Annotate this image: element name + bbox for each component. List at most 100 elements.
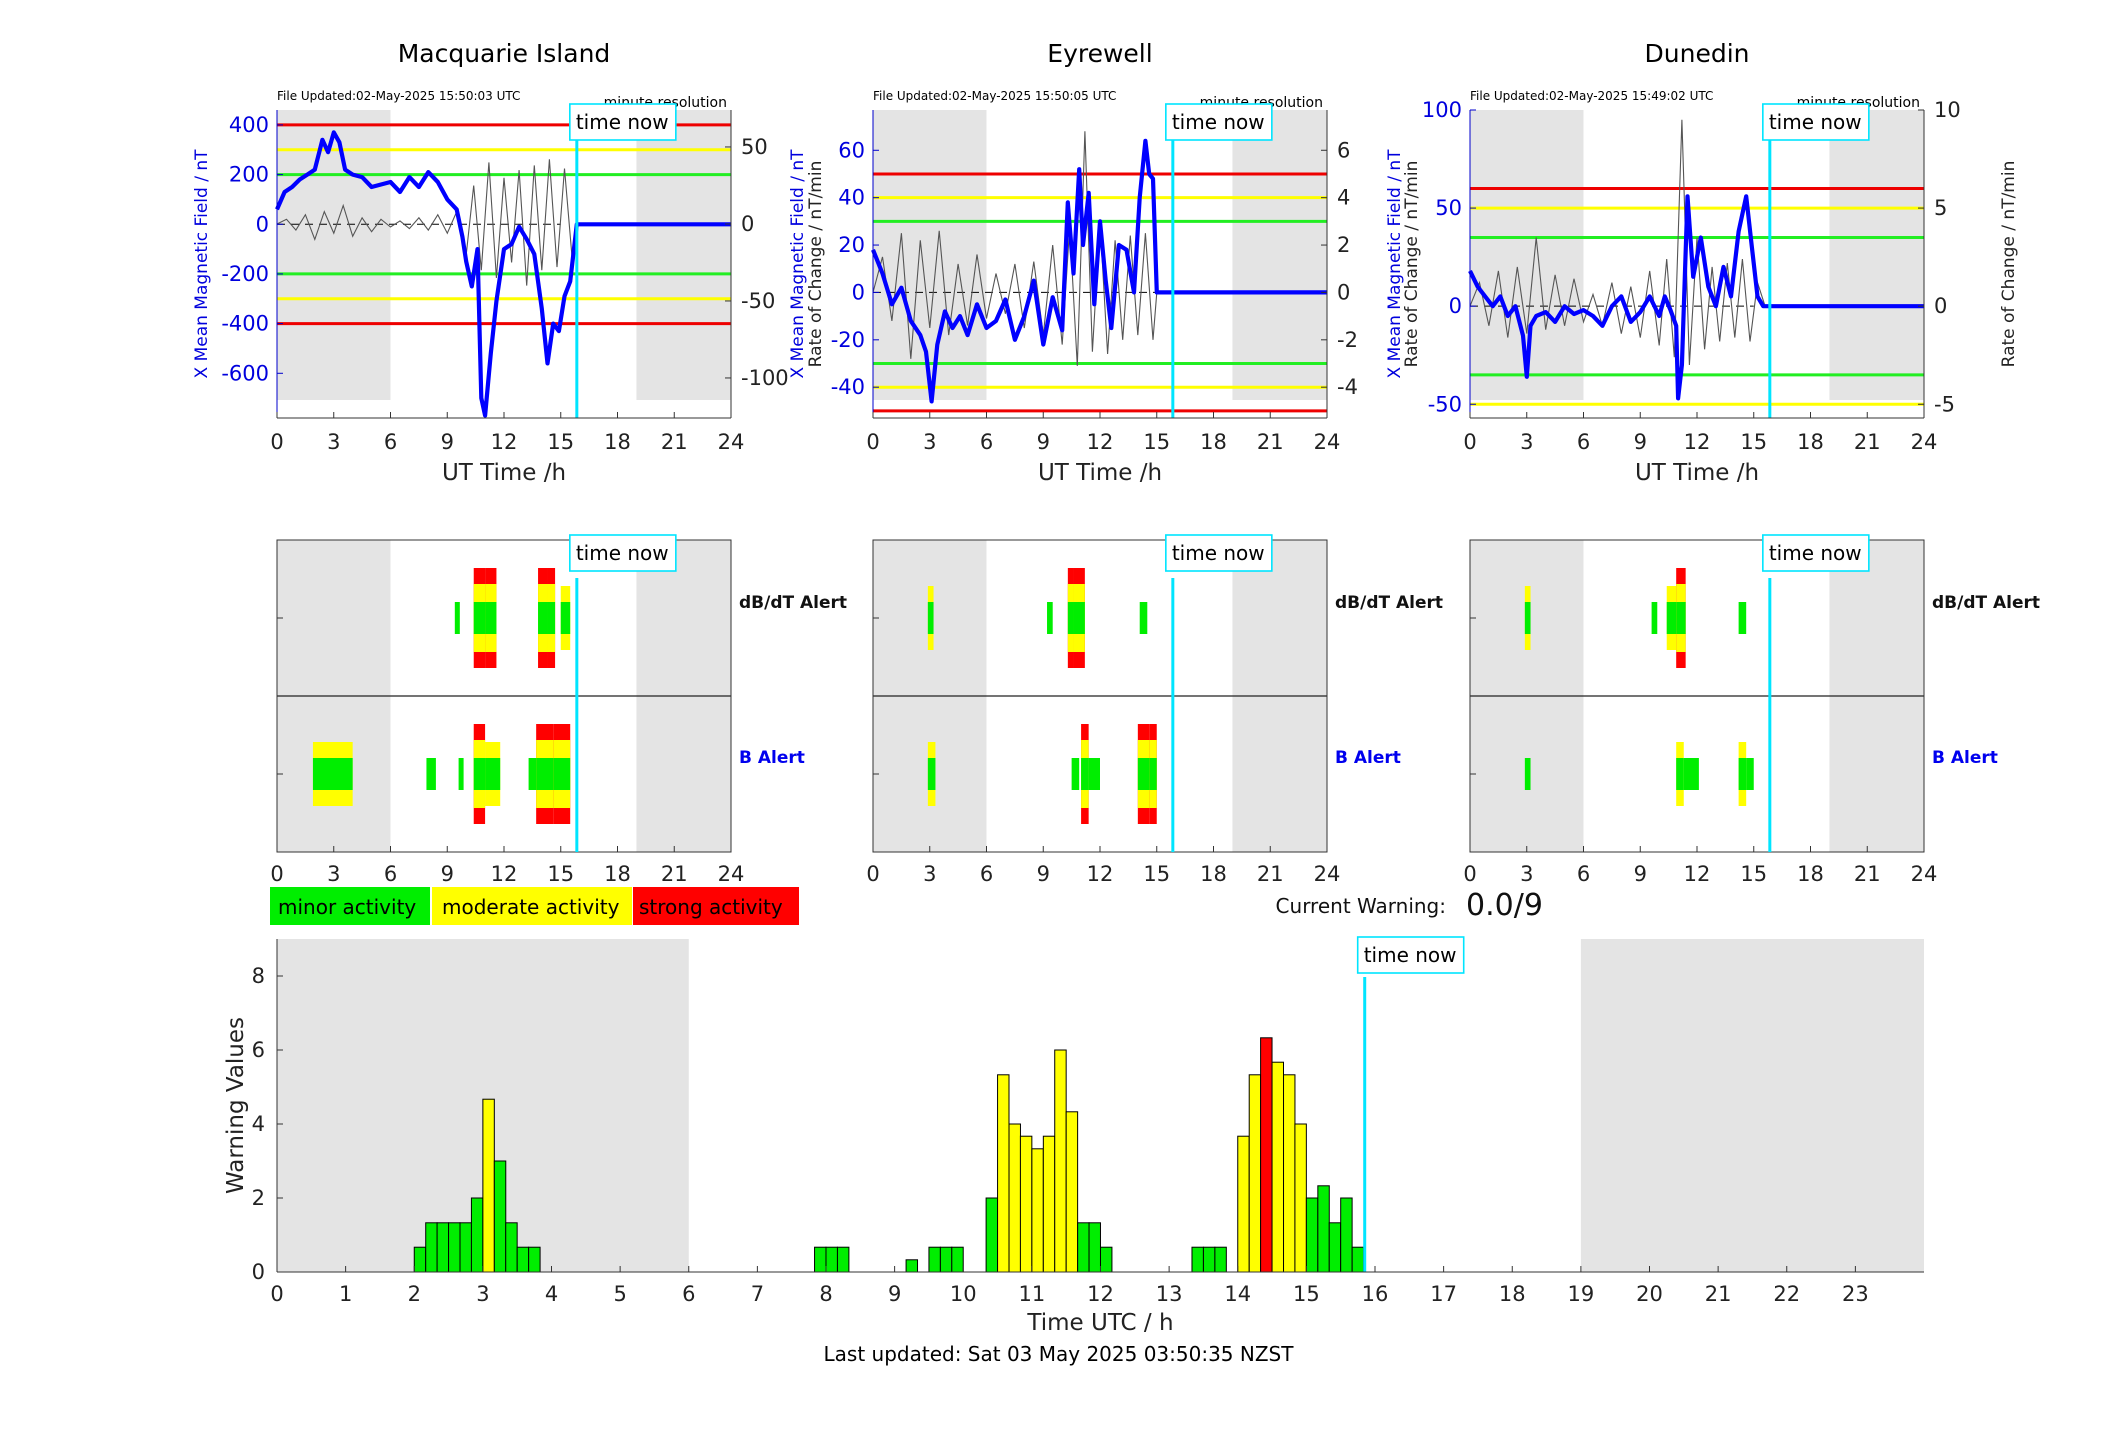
time-now-box [1165,103,1273,141]
warning-bar [1100,1246,1113,1273]
warning-bar [425,1222,438,1273]
x-tick-label: 9 [1037,430,1050,454]
file-updated: File Updated:02-May-2025 15:50:03 UTC [277,89,520,103]
dbdt-minor-block [454,602,460,634]
warning-bar [1271,1061,1284,1273]
x-tick-label: 2 [408,1282,421,1306]
b-minor-block [528,758,537,790]
y2-tick-label: -50 [741,289,775,313]
y-tick-label: 400 [229,113,269,137]
warning-bar [905,1259,919,1273]
x-tick-label: 23 [1842,1282,1869,1306]
x-tick-label: 18 [1499,1282,1526,1306]
x-tick-label: 6 [980,430,993,454]
dbdt-minor-block [1073,602,1085,634]
dbdt-minor-block [1738,602,1747,634]
x-tick-label: 0 [866,430,879,454]
y-tick-label: -200 [221,262,269,286]
dbdt-minor-block [485,602,497,634]
time-now-box [569,534,677,572]
x-tick-label: 24 [1314,430,1341,454]
dbdt-minor-block [473,602,486,634]
y-tick-label: 8 [252,964,265,988]
dbdt-minor-block [1067,602,1074,634]
x-tick-label: 14 [1224,1282,1251,1306]
legend-moderate-label: moderate activity [442,895,620,919]
time-now-label: time now [1769,541,1862,565]
night-shade [1232,110,1327,400]
y2-tick-label: 0 [1337,280,1350,304]
y2-tick-label: -5 [1934,392,1955,416]
y-axis-label: Warning Values [223,1017,249,1194]
file-updated: File Updated:02-May-2025 15:49:02 UTC [1470,89,1713,103]
y-tick-label: -600 [221,361,269,385]
warning-bar [1294,1123,1307,1273]
legend-minor-label: minor activity [278,895,416,919]
y2-tick-label: -4 [1337,375,1358,399]
x-tick-label: 15 [1293,1282,1320,1306]
x-tick-label: 15 [1740,430,1767,454]
x-tick-label: 6 [384,862,397,886]
b-minor-block [1683,758,1699,790]
x-tick-label: 24 [718,430,745,454]
x-tick-label: 3 [327,430,340,454]
dbdt-minor-block [1676,602,1686,634]
b-alert-label: B Alert [1932,748,1998,768]
warning-bar [1214,1246,1227,1273]
time-now-label: time now [1172,110,1265,134]
x-tick-label: 3 [923,430,936,454]
b-minor-block [426,758,436,790]
y-tick-label: 40 [838,186,865,210]
x-tick-label: 9 [1037,862,1050,886]
warning-bar [493,1160,507,1273]
warning-bar [1008,1123,1021,1273]
dbdt-minor-block [1524,602,1531,634]
x-axis-label: Time UTC / h [1026,1310,1173,1336]
x-tick-label: 21 [1705,1282,1732,1306]
station-title: Eyrewell [1047,39,1152,68]
x-tick-label: 6 [980,862,993,886]
b-minor-block [458,758,464,790]
x-tick-label: 0 [1463,430,1476,454]
warning-bar [1077,1222,1090,1273]
warning-bar [1283,1074,1296,1273]
x-tick-label: 16 [1362,1282,1389,1306]
dbdt-minor-block [560,602,571,634]
y-tick-label: 60 [838,138,865,162]
activity-legend: minor activity moderate activity strong ac… [270,887,799,925]
x-tick-label: 9 [888,1282,901,1306]
x-tick-label: 3 [476,1282,489,1306]
x-tick-label: 9 [1634,430,1647,454]
warning-bar [413,1246,427,1273]
warning-bar [482,1098,495,1273]
warning-bar [528,1246,541,1273]
x-tick-label: 0 [1463,862,1476,886]
time-now-box [1762,103,1870,141]
x-tick-label: 15 [547,862,574,886]
field-series [871,138,1327,404]
x-tick-label: 15 [547,430,574,454]
warning-bar [448,1222,461,1273]
x-tick-label: 0 [270,1282,283,1306]
time-now-label: time now [576,541,669,565]
line-panel-1: Eyrewell File Updated:02-May-2025 15:50:0… [788,39,1422,486]
night-shade [1580,939,1924,1272]
x-tick-label: 18 [1200,862,1227,886]
y2-axis-label: Rate of Change / nT/min [806,161,826,368]
y-tick-label: -400 [221,312,269,336]
dbdt-minor-block [547,602,556,634]
time-now-label: time now [1364,943,1457,967]
dbdt-minor-block [927,602,934,634]
x-tick-label: 6 [682,1282,695,1306]
time-now-label: time now [1172,541,1265,565]
dbdt-alert-label: dB/dT Alert [1335,593,1443,613]
y2-axis-label: Rate of Change / nT/min [1999,161,2019,368]
x-tick-label: 21 [1854,862,1881,886]
current-warning-value: 0.0/9 [1466,888,1543,923]
warning-bar [1328,1222,1342,1273]
x-tick-label: 9 [441,862,454,886]
warning-bar [505,1222,518,1273]
field-series [1468,194,1924,401]
dbdt-alert-label: dB/dT Alert [739,593,847,613]
x-tick-label: 4 [545,1282,558,1306]
